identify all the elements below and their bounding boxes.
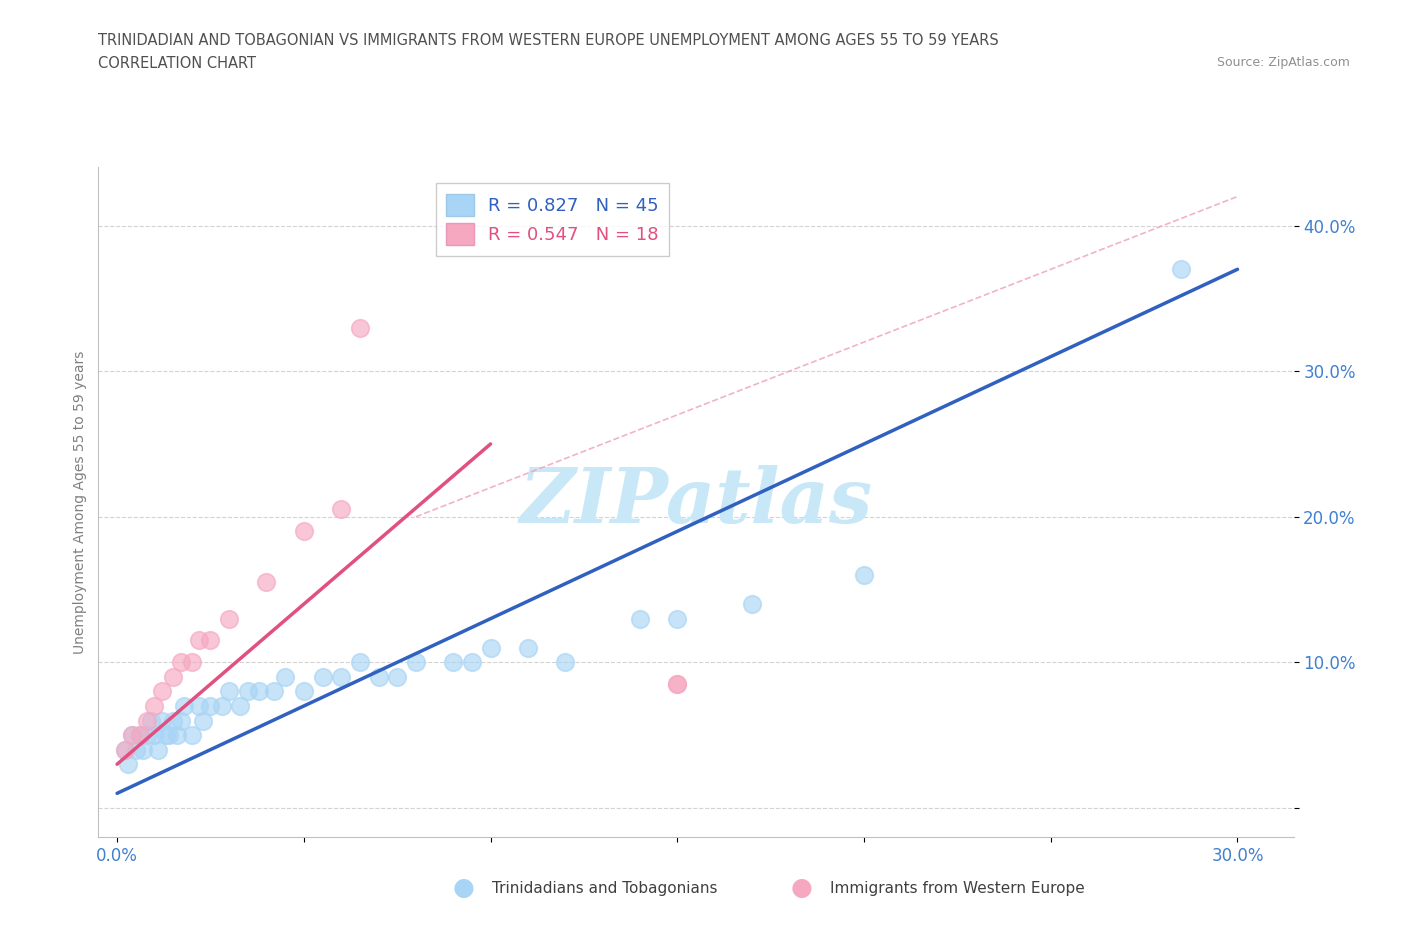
Point: [292, 524, 315, 538]
Point: [330, 670, 353, 684]
Point: [330, 502, 353, 517]
Text: TRINIDADIAN AND TOBAGONIAN VS IMMIGRANTS FROM WESTERN EUROPE UNEMPLOYMENT AMONG : TRINIDADIAN AND TOBAGONIAN VS IMMIGRANTS…: [98, 33, 1000, 47]
Point: [180, 727, 202, 742]
Point: [157, 727, 180, 742]
Point: [292, 684, 315, 698]
Text: ●: ●: [453, 876, 475, 900]
Point: [117, 757, 139, 772]
Point: [263, 684, 285, 698]
Point: [236, 684, 259, 698]
Point: [173, 698, 195, 713]
Point: [162, 713, 184, 728]
Y-axis label: Unemployment Among Ages 55 to 59 years: Unemployment Among Ages 55 to 59 years: [73, 351, 87, 654]
Point: [114, 742, 136, 757]
Point: [741, 597, 763, 612]
Point: [121, 727, 143, 742]
Point: [200, 633, 222, 648]
Point: [349, 320, 371, 335]
Point: [162, 670, 184, 684]
Text: Source: ZipAtlas.com: Source: ZipAtlas.com: [1216, 56, 1350, 69]
Point: [274, 670, 297, 684]
Point: [229, 698, 252, 713]
Point: [516, 641, 538, 656]
Point: [128, 727, 150, 742]
Point: [311, 670, 333, 684]
Text: ●: ●: [790, 876, 813, 900]
Point: [169, 655, 191, 670]
Point: [121, 727, 143, 742]
Point: [441, 655, 464, 670]
Point: [461, 655, 484, 670]
Point: [136, 713, 159, 728]
Point: [143, 698, 166, 713]
Point: [191, 713, 214, 728]
Point: [136, 727, 159, 742]
Point: [367, 670, 389, 684]
Point: [128, 727, 150, 742]
Point: [853, 567, 876, 582]
Point: [188, 698, 211, 713]
Point: [114, 742, 136, 757]
Point: [218, 684, 240, 698]
Point: [247, 684, 270, 698]
Point: [188, 633, 211, 648]
Point: [148, 742, 170, 757]
Point: [166, 727, 188, 742]
Point: [554, 655, 576, 670]
Point: [628, 611, 651, 626]
Point: [125, 742, 148, 757]
Point: [405, 655, 427, 670]
Point: [1170, 262, 1192, 277]
Point: [155, 727, 177, 742]
Point: [143, 727, 166, 742]
Point: [479, 641, 502, 656]
Point: [385, 670, 408, 684]
Point: [139, 713, 162, 728]
Point: [150, 684, 173, 698]
Text: Immigrants from Western Europe: Immigrants from Western Europe: [830, 881, 1084, 896]
Point: [200, 698, 222, 713]
Point: [666, 611, 689, 626]
Legend: R = 0.827   N = 45, R = 0.547   N = 18: R = 0.827 N = 45, R = 0.547 N = 18: [436, 183, 669, 256]
Point: [256, 575, 278, 590]
Point: [169, 713, 191, 728]
Point: [666, 677, 689, 692]
Text: ZIPatlas: ZIPatlas: [519, 465, 873, 539]
Point: [150, 713, 173, 728]
Text: Trinidadians and Tobagonians: Trinidadians and Tobagonians: [492, 881, 717, 896]
Point: [211, 698, 233, 713]
Point: [132, 742, 155, 757]
Point: [180, 655, 202, 670]
Point: [349, 655, 371, 670]
Point: [218, 611, 240, 626]
Point: [666, 677, 689, 692]
Text: CORRELATION CHART: CORRELATION CHART: [98, 56, 256, 71]
